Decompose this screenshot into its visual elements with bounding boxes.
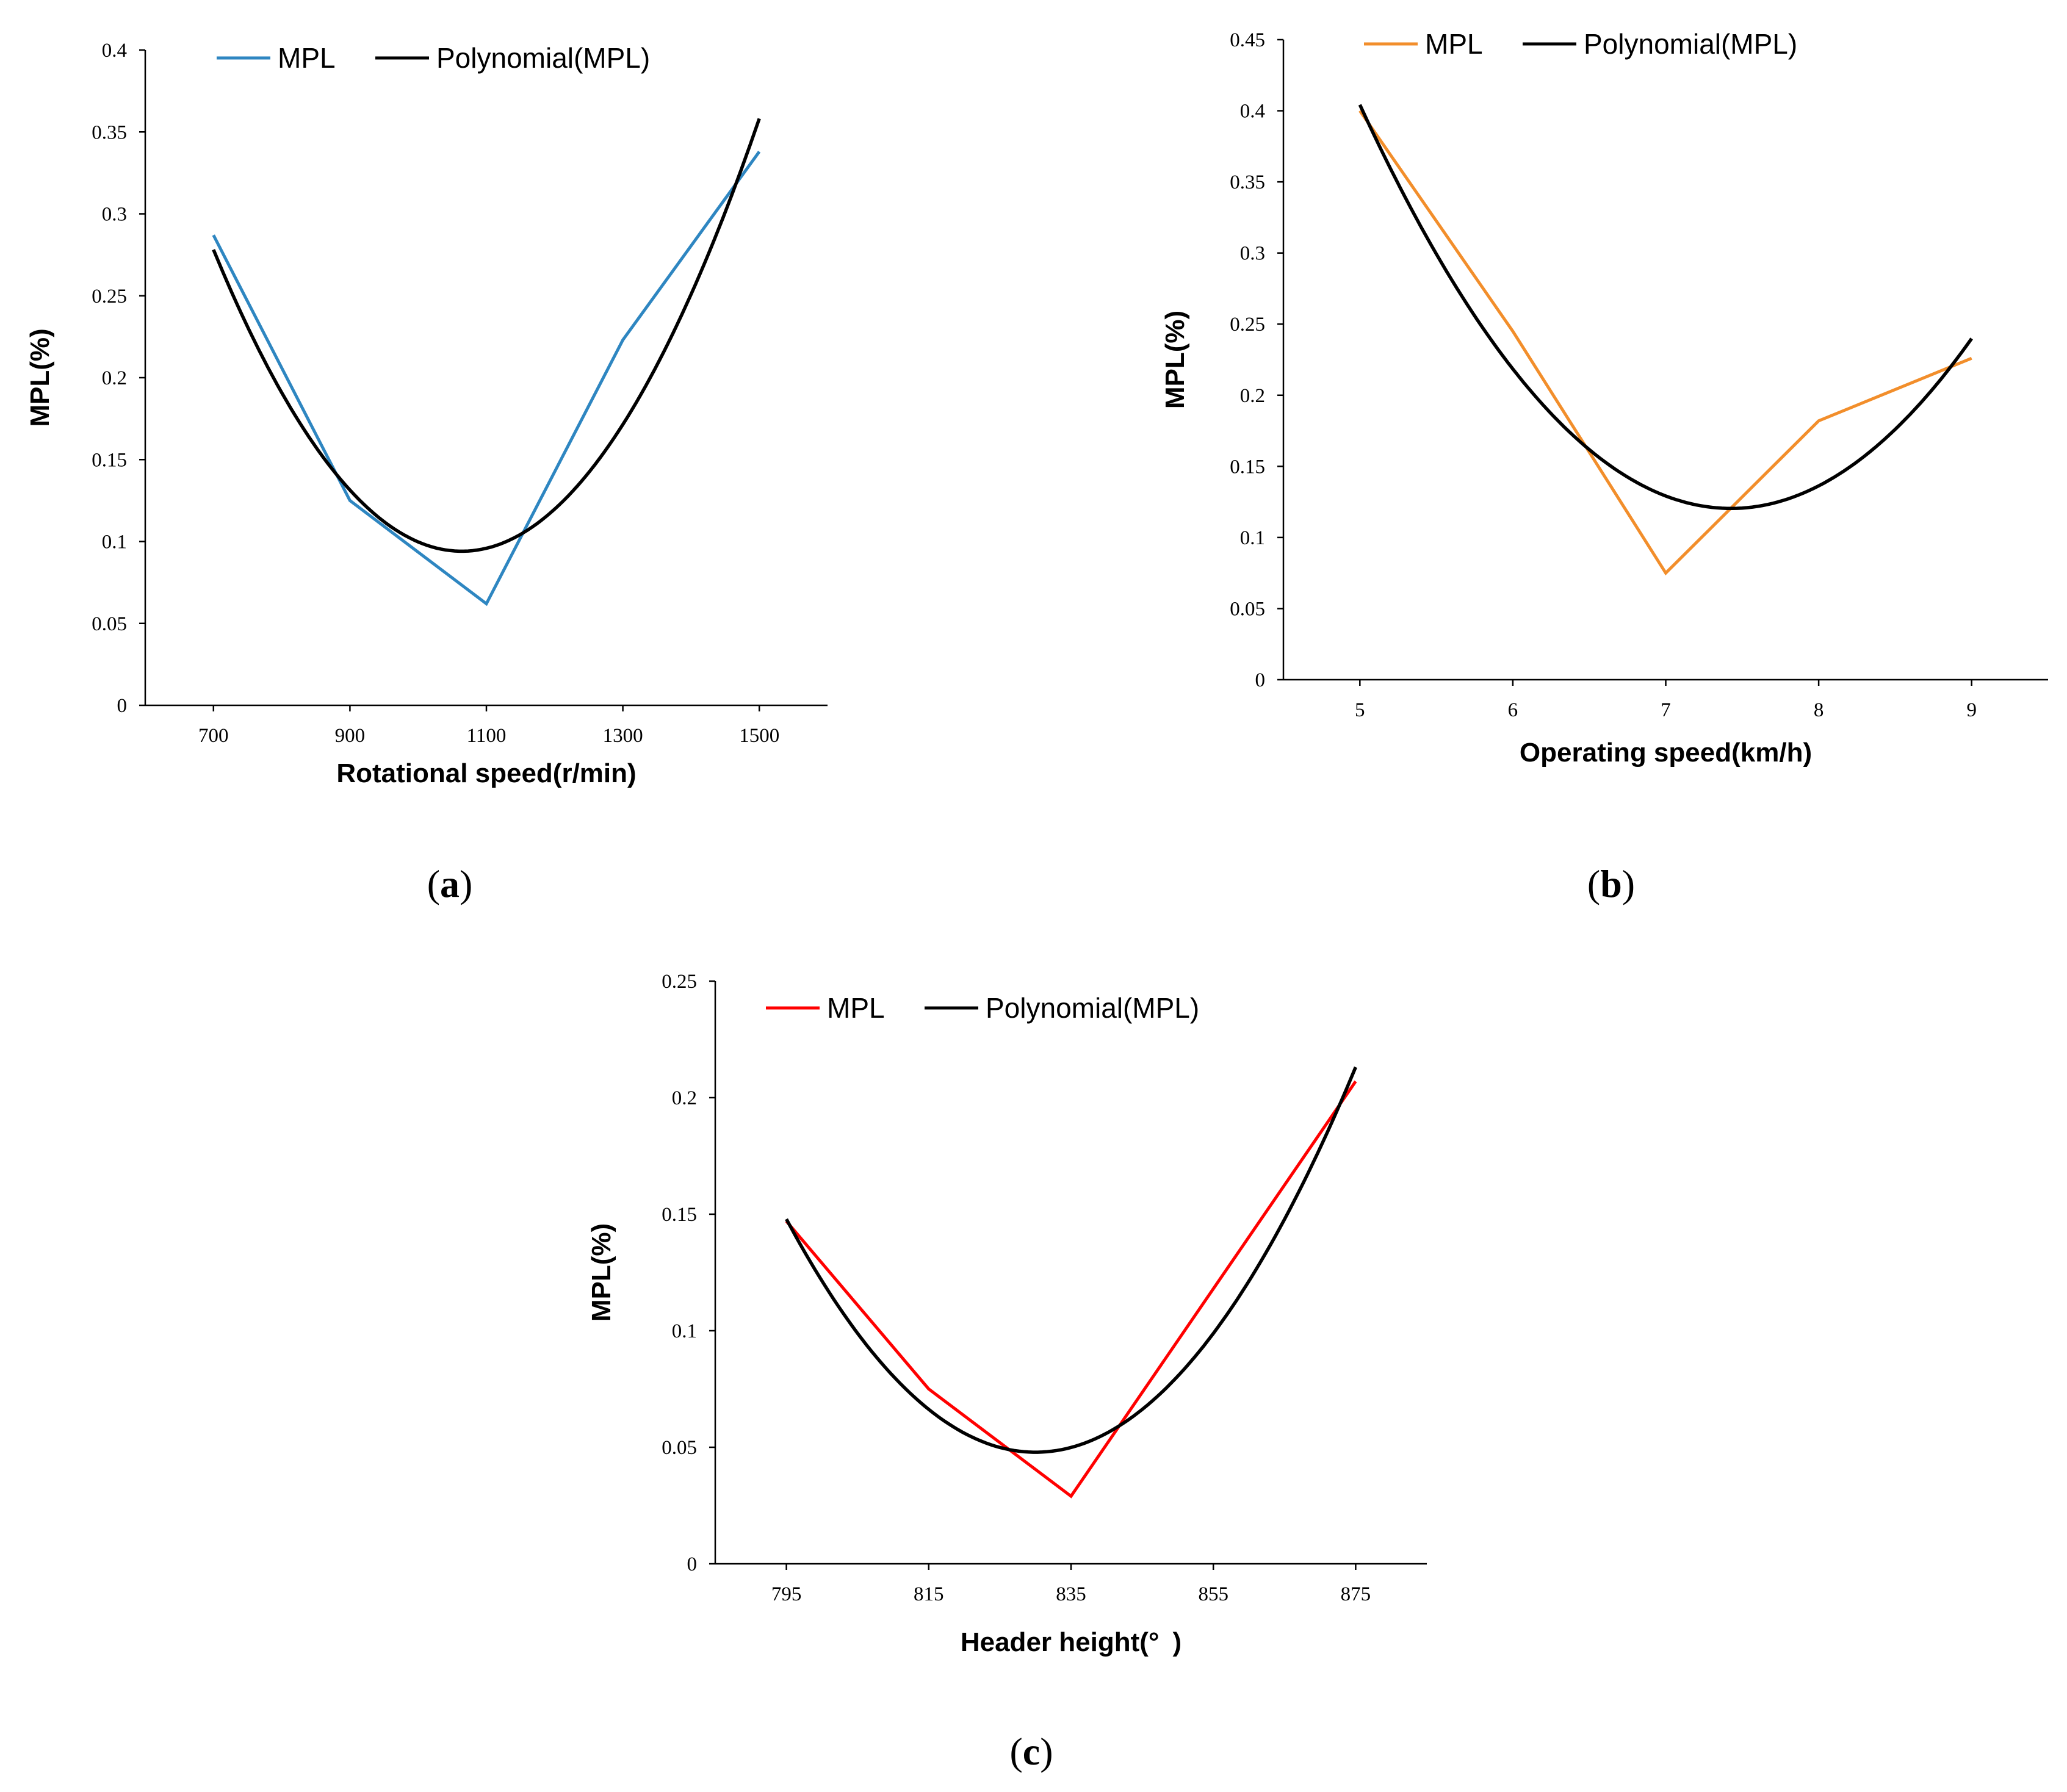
x-tick-label: 1300 bbox=[603, 725, 643, 747]
y-tick-label: 0.35 bbox=[1230, 171, 1265, 193]
y-tick-label: 0.35 bbox=[92, 121, 127, 143]
panel-caption-b: (b) bbox=[1587, 862, 1635, 905]
y-tick-label: 0.1 bbox=[672, 1320, 697, 1342]
chart-panel-b: 0 0.05 0.1 0.15 0.2 0.25 0.3 0.35 0.4 0.45 5 6 7 8 9 Op… bbox=[1160, 28, 2048, 768]
y-axis-title: MPL(%) bbox=[25, 328, 55, 426]
y-tick-label: 0.25 bbox=[92, 286, 127, 308]
series-line-mpl bbox=[785, 1080, 1357, 1499]
panel-caption-letter: c bbox=[1023, 1730, 1040, 1773]
legend: MPL Polynomial(MPL) bbox=[1364, 28, 1797, 60]
legend-label-polynomial: Polynomial(MPL) bbox=[986, 992, 1199, 1024]
y-tick-label: 0 bbox=[1255, 669, 1266, 691]
y-tick-label: 0.45 bbox=[1230, 29, 1265, 51]
panel-caption-letter: a bbox=[440, 862, 460, 905]
y-tick-label: 0.1 bbox=[1240, 527, 1265, 549]
x-tick-label: 1100 bbox=[467, 725, 507, 747]
x-tick-label: 795 bbox=[771, 1583, 802, 1605]
y-tick-label: 0.2 bbox=[1240, 385, 1265, 407]
legend-label-polynomial: Polynomial(MPL) bbox=[1584, 28, 1797, 60]
series-line-mpl bbox=[1358, 110, 1972, 576]
x-tick-label: 835 bbox=[1056, 1583, 1086, 1605]
x-axis-title: Header height(° ) bbox=[961, 1627, 1181, 1657]
y-tick-label: 0.05 bbox=[92, 613, 127, 635]
x-axis-title: Operating speed(km/h) bbox=[1520, 738, 1812, 768]
panel-caption-a: (a) bbox=[427, 862, 473, 905]
x-tick-label: 6 bbox=[1508, 699, 1518, 721]
y-tick-label: 0.2 bbox=[672, 1087, 697, 1109]
legend: MPL Polynomial(MPL) bbox=[217, 42, 650, 74]
series-line-polynomial bbox=[785, 1066, 1357, 1454]
y-tick-label: 0.4 bbox=[102, 40, 127, 62]
panel-caption-c: (c) bbox=[1009, 1730, 1053, 1773]
x-axis-title: Rotational speed(r/min) bbox=[336, 758, 636, 788]
legend-label-mpl: MPL bbox=[1425, 28, 1483, 60]
legend: MPL Polynomial(MPL) bbox=[766, 992, 1199, 1024]
x-tick-label: 5 bbox=[1355, 699, 1365, 721]
y-tick-label: 0.15 bbox=[92, 449, 127, 471]
y-axis-title: MPL(%) bbox=[1160, 311, 1190, 409]
x-tick-label: 700 bbox=[198, 725, 229, 747]
x-tick-label: 900 bbox=[335, 725, 366, 747]
chart-panel-a: 0 0.05 0.1 0.15 0.2 0.25 0.3 0.35 0.4 700 900 1100 1… bbox=[25, 40, 828, 788]
y-tick-label: 0.3 bbox=[1240, 243, 1265, 265]
x-tick-label: 855 bbox=[1198, 1583, 1228, 1605]
y-tick-label: 0 bbox=[117, 695, 128, 717]
legend-label-polynomial: Polynomial(MPL) bbox=[436, 42, 650, 74]
x-tick-label: 1500 bbox=[739, 725, 779, 747]
y-tick-label: 0.05 bbox=[1230, 598, 1265, 620]
y-tick-label: 0 bbox=[687, 1553, 698, 1575]
series-line-mpl bbox=[212, 151, 761, 606]
chart-panel-c: 0 0.05 0.1 0.15 0.2 0.25 795 815 835 855 875 Header… bbox=[586, 971, 1427, 1657]
x-tick-label: 7 bbox=[1661, 699, 1671, 721]
y-tick-label: 0.3 bbox=[102, 204, 127, 226]
panel-caption-letter: b bbox=[1600, 862, 1622, 905]
series-line-polynomial bbox=[1358, 104, 1973, 511]
x-tick-label: 815 bbox=[914, 1583, 944, 1605]
y-tick-label: 0.15 bbox=[662, 1204, 697, 1226]
y-axis-title: MPL(%) bbox=[586, 1223, 616, 1322]
x-tick-label: 9 bbox=[1966, 699, 1977, 721]
y-tick-label: 0.4 bbox=[1240, 101, 1265, 123]
y-tick-label: 0.15 bbox=[1230, 456, 1265, 478]
y-tick-label: 0.05 bbox=[662, 1437, 697, 1459]
y-tick-label: 0.25 bbox=[1230, 314, 1265, 336]
y-tick-label: 0.1 bbox=[102, 531, 127, 553]
legend-label-mpl: MPL bbox=[278, 42, 336, 74]
series-line-polynomial bbox=[212, 118, 761, 553]
y-tick-label: 0.25 bbox=[662, 971, 697, 993]
y-tick-label: 0.2 bbox=[102, 367, 127, 389]
x-tick-label: 875 bbox=[1341, 1583, 1371, 1605]
legend-label-mpl: MPL bbox=[827, 992, 885, 1024]
x-tick-label: 8 bbox=[1814, 699, 1824, 721]
